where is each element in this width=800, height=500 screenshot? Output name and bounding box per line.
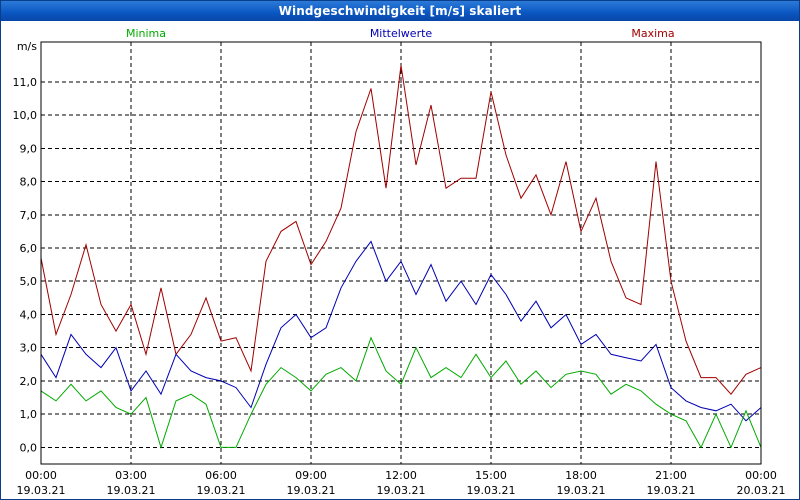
series-group <box>40 65 762 450</box>
series-line-maxima <box>40 65 762 395</box>
x-tick-date: 19.03.21 <box>17 484 66 497</box>
x-tick-date: 19.03.21 <box>107 484 156 497</box>
y-tick-label: 11,0 <box>13 76 38 89</box>
x-tick-time: 21:00 <box>655 469 687 482</box>
grid <box>41 42 761 464</box>
plot-frame <box>40 41 762 465</box>
legend-minima: Minima <box>126 27 166 40</box>
x-tick-time: 03:00 <box>115 469 147 482</box>
x-tick-time: 06:00 <box>205 469 237 482</box>
y-tick-label: 4,0 <box>20 308 38 321</box>
x-tick-date: 19.03.21 <box>557 484 606 497</box>
series-line-mittelwerte <box>40 240 762 422</box>
y-tick-label: 2,0 <box>20 375 38 388</box>
x-tick-time: 18:00 <box>565 469 597 482</box>
x-tick-date: 19.03.21 <box>467 484 516 497</box>
window-title: Windgeschwindigkeit [m/s] skaliert <box>1 1 799 21</box>
x-tick-time: 00:00 <box>25 469 57 482</box>
x-tick-date: 20.03.21 <box>737 484 786 497</box>
y-tick-label: 6,0 <box>20 242 38 255</box>
series-line-minima <box>40 336 762 450</box>
chart-area: 0,0 1,0 2,0 3,0 4,0 5,0 6,0 7,0 8,0 9,0 10,0 11,0 m/… <box>13 27 786 497</box>
y-tick-label: 9,0 <box>20 142 38 155</box>
x-tick-date: 19.03.21 <box>647 484 696 497</box>
labels: 0,0 1,0 2,0 3,0 4,0 5,0 6,0 7,0 8,0 9,0 10,0 11,0 m/… <box>13 27 786 497</box>
x-tick-time: 12:00 <box>385 469 417 482</box>
x-tick-date: 19.03.21 <box>197 484 246 497</box>
y-axis-label: m/s <box>17 40 37 53</box>
axes <box>40 41 762 465</box>
y-tick-label: 7,0 <box>20 209 38 222</box>
legend-mittelwerte: Mittelwerte <box>370 27 433 40</box>
y-tick-label: 8,0 <box>20 176 38 189</box>
y-tick-label: 1,0 <box>20 408 38 421</box>
legend-maxima: Maxima <box>631 27 674 40</box>
x-tick-time: 09:00 <box>295 469 327 482</box>
x-tick-date: 19.03.21 <box>287 484 336 497</box>
x-tick-date: 19.03.21 <box>377 484 426 497</box>
x-tick-time: 00:00 <box>745 469 777 482</box>
y-tick-label: 5,0 <box>20 275 38 288</box>
y-tick-label: 10,0 <box>13 109 38 122</box>
y-tick-label: 3,0 <box>20 342 38 355</box>
x-tick-time: 15:00 <box>475 469 507 482</box>
y-tick-label: 0,0 <box>20 441 38 454</box>
